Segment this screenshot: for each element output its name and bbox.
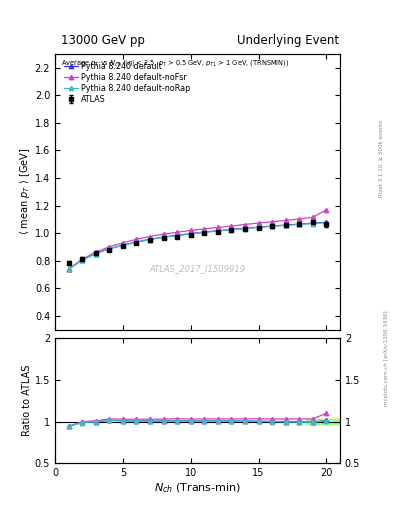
Text: Average $p_T$ vs $N_{ch}$ ($|\eta|$ < 2.5, $p_T$ > 0.5 GeV, $p_{T1}$ > 1 GeV, (T: Average $p_T$ vs $N_{ch}$ ($|\eta|$ < 2.… [61, 58, 289, 69]
Text: Underlying Event: Underlying Event [237, 34, 339, 47]
Pythia 8.240 default-noFsr [148, 233, 152, 240]
Pythia 8.240 default-noRap [324, 220, 329, 226]
Y-axis label: Ratio to ATLAS: Ratio to ATLAS [22, 365, 32, 436]
Y-axis label: $\langle$ mean $p_T$ $\rangle$ [GeV]: $\langle$ mean $p_T$ $\rangle$ [GeV] [18, 148, 32, 236]
Pythia 8.240 default [215, 228, 220, 234]
Pythia 8.240 default-noFsr [242, 222, 247, 228]
Pythia 8.240 default-noFsr [80, 256, 84, 262]
Pythia 8.240 default-noRap [148, 237, 152, 243]
Text: mcplots.cern.ch [arXiv:1306.3436]: mcplots.cern.ch [arXiv:1306.3436] [384, 311, 389, 406]
Pythia 8.240 default [310, 220, 315, 226]
Pythia 8.240 default-noRap [202, 229, 207, 236]
Line: Pythia 8.240 default-noRap: Pythia 8.240 default-noRap [66, 221, 329, 271]
Pythia 8.240 default [256, 224, 261, 230]
Pythia 8.240 default-noRap [175, 232, 180, 239]
Pythia 8.240 default-noFsr [107, 244, 112, 250]
Pythia 8.240 default [324, 219, 329, 225]
Pythia 8.240 default-noFsr [229, 223, 234, 229]
Text: 13000 GeV pp: 13000 GeV pp [61, 34, 145, 47]
Text: ATLAS_2017_I1509919: ATLAS_2017_I1509919 [149, 265, 246, 273]
Pythia 8.240 default-noRap [66, 266, 71, 272]
Pythia 8.240 default-noFsr [134, 236, 139, 242]
Pythia 8.240 default-noFsr [256, 220, 261, 226]
Pythia 8.240 default-noRap [94, 250, 98, 257]
Line: Pythia 8.240 default: Pythia 8.240 default [66, 220, 329, 271]
Pythia 8.240 default-noFsr [297, 216, 301, 222]
Pythia 8.240 default [66, 266, 71, 272]
Pythia 8.240 default-noFsr [121, 240, 125, 246]
Pythia 8.240 default-noRap [107, 246, 112, 252]
Pythia 8.240 default-noFsr [94, 249, 98, 255]
Pythia 8.240 default [80, 257, 84, 263]
Pythia 8.240 default-noRap [297, 221, 301, 227]
Line: Pythia 8.240 default-noFsr: Pythia 8.240 default-noFsr [66, 207, 329, 271]
Pythia 8.240 default [161, 234, 166, 240]
Pythia 8.240 default-noFsr [188, 227, 193, 233]
Pythia 8.240 default-noRap [229, 227, 234, 233]
Pythia 8.240 default [202, 229, 207, 235]
Pythia 8.240 default-noFsr [215, 224, 220, 230]
Pythia 8.240 default-noFsr [66, 266, 71, 272]
Pythia 8.240 default [121, 242, 125, 248]
Pythia 8.240 default [270, 223, 274, 229]
Pythia 8.240 default-noFsr [324, 207, 329, 213]
Pythia 8.240 default-noRap [80, 257, 84, 263]
Pythia 8.240 default-noRap [242, 225, 247, 231]
Pythia 8.240 default-noRap [121, 242, 125, 248]
Pythia 8.240 default-noFsr [270, 219, 274, 225]
Pythia 8.240 default-noFsr [175, 229, 180, 236]
Pythia 8.240 default [94, 250, 98, 257]
Pythia 8.240 default-noRap [161, 234, 166, 241]
Pythia 8.240 default-noFsr [202, 226, 207, 232]
Pythia 8.240 default-noRap [256, 224, 261, 230]
Pythia 8.240 default-noRap [283, 222, 288, 228]
Pythia 8.240 default-noRap [270, 223, 274, 229]
Pythia 8.240 default [107, 246, 112, 252]
Pythia 8.240 default-noFsr [283, 217, 288, 223]
Pythia 8.240 default [229, 226, 234, 232]
X-axis label: $N_{ch}$ (Trans-min): $N_{ch}$ (Trans-min) [154, 481, 241, 495]
Pythia 8.240 default-noRap [215, 228, 220, 234]
Pythia 8.240 default [242, 225, 247, 231]
Pythia 8.240 default-noFsr [161, 231, 166, 237]
Pythia 8.240 default [283, 222, 288, 228]
Pythia 8.240 default [297, 221, 301, 227]
Pythia 8.240 default [134, 239, 139, 245]
Pythia 8.240 default [175, 232, 180, 239]
Pythia 8.240 default-noFsr [310, 214, 315, 220]
Text: Rivet 3.1.10, ≥ 500k events: Rivet 3.1.10, ≥ 500k events [379, 120, 384, 197]
Pythia 8.240 default-noRap [188, 231, 193, 237]
Pythia 8.240 default [148, 236, 152, 242]
Legend: Pythia 8.240 default, Pythia 8.240 default-noFsr, Pythia 8.240 default-noRap, AT: Pythia 8.240 default, Pythia 8.240 defau… [62, 60, 192, 106]
Pythia 8.240 default-noRap [310, 221, 315, 227]
Pythia 8.240 default-noRap [134, 239, 139, 245]
Pythia 8.240 default [188, 230, 193, 237]
